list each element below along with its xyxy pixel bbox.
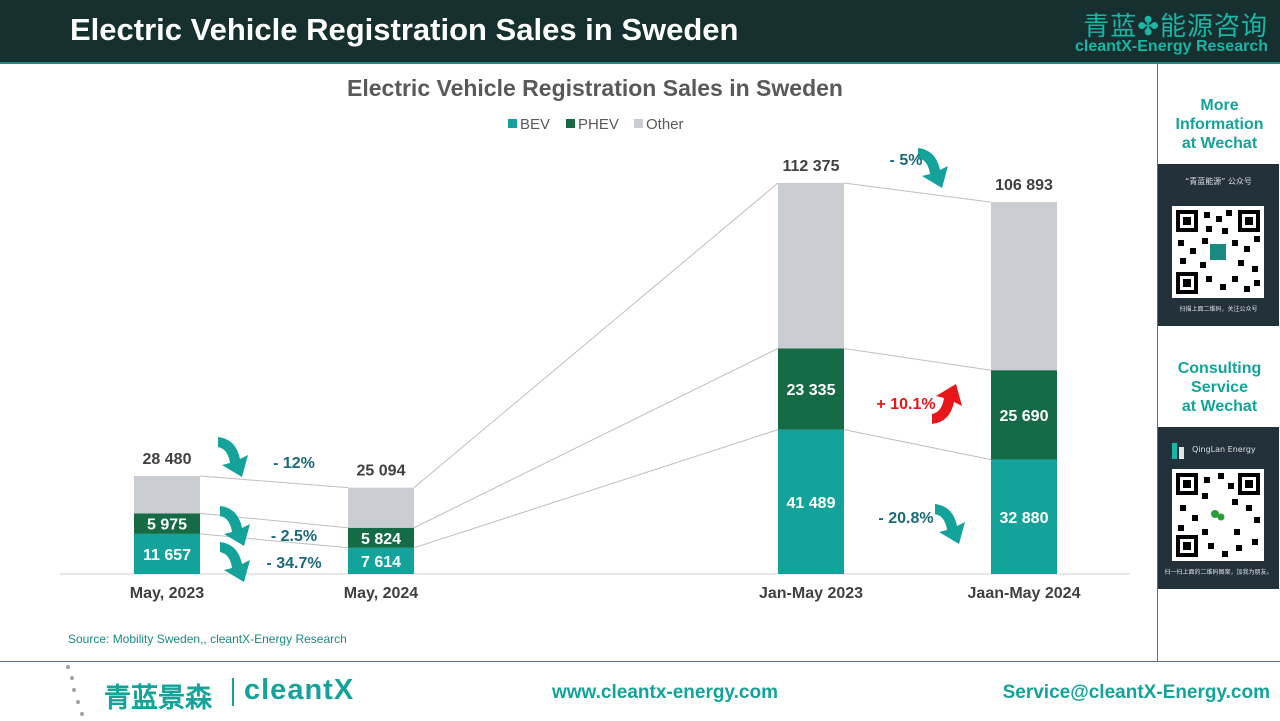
- legend-swatch-other: [634, 119, 643, 128]
- bar-bev: [778, 429, 844, 574]
- website-link[interactable]: www.cleantx-energy.com: [552, 682, 778, 703]
- data-label-phev: 25 690: [1000, 408, 1049, 425]
- change-label: - 34.7%: [266, 555, 321, 572]
- connector-line: [413, 182, 779, 489]
- chart-title: Electric Vehicle Registration Sales in S…: [347, 75, 843, 101]
- brand-logo-cn: 青蓝✤能源咨询: [1083, 12, 1268, 42]
- more-info-text: More Information at Wechat: [1175, 97, 1264, 152]
- bar-phev: [991, 370, 1057, 460]
- x-tick-label: Jaan-May 2024: [968, 585, 1081, 602]
- data-label-bev: 11 657: [143, 547, 191, 564]
- page-title: Electric Vehicle Registration Sales in S…: [70, 12, 739, 47]
- data-label-bev: 32 880: [1000, 510, 1049, 527]
- stacked-bar-chart: Electric Vehicle Registration Sales in S…: [60, 75, 1130, 602]
- x-tick-label: Jan-May 2023: [759, 585, 863, 602]
- total-label: 106 893: [995, 177, 1053, 194]
- total-label: 112 375: [783, 158, 840, 175]
- total-label: 25 094: [357, 463, 406, 480]
- qr-code-icon: [1172, 206, 1264, 298]
- change-label: + 10.1%: [876, 396, 935, 413]
- down-arrow-icon: [220, 506, 250, 546]
- footer-logo-cn: 青蓝景森: [104, 683, 212, 714]
- bar-other: [134, 476, 200, 514]
- connector-line: [199, 533, 349, 549]
- connector-line: [199, 475, 349, 489]
- connector-line: [843, 429, 992, 461]
- down-arrow-icon: [918, 148, 948, 188]
- legend-label-bev: BEV: [520, 116, 550, 133]
- data-label-bev: 7 614: [361, 554, 401, 571]
- bar-bev: [134, 533, 200, 574]
- up-arrow-icon: [932, 384, 962, 424]
- bar-phev: [778, 348, 844, 430]
- change-label: - 2.5%: [271, 528, 317, 545]
- change-label: - 12%: [273, 455, 315, 472]
- connector-line: [413, 348, 779, 529]
- data-label-phev: 5 975: [147, 517, 187, 534]
- footer-logo-divider: [232, 678, 234, 706]
- change-label: - 5%: [890, 152, 923, 169]
- chart-source: Source: Mobility Sweden,, cleantX-Energy…: [68, 632, 347, 646]
- qr-caption: “青蓝能源” 公众号: [1185, 177, 1252, 186]
- footer-logo-en: cleantX: [244, 674, 355, 706]
- bar-bev: [348, 547, 414, 574]
- email-link[interactable]: Service@cleantX-Energy.com: [1002, 682, 1270, 703]
- connector-line: [843, 182, 992, 203]
- down-arrow-icon: [935, 504, 965, 544]
- connector-line: [413, 429, 779, 549]
- bar-phev: [134, 513, 200, 534]
- bar-phev: [348, 527, 414, 548]
- wechat-qr-card[interactable]: “青蓝能源” 公众号 扫描上面二维码，关注公众号: [1158, 164, 1279, 326]
- x-tick-label: May, 2023: [130, 585, 205, 602]
- consulting-text: Consulting Service at Wechat: [1177, 360, 1262, 415]
- legend-swatch-phev: [566, 119, 575, 128]
- consulting-qr-card[interactable]: QingLan Energy 扫一扫上面的二维码图案，加我为朋友。: [1158, 427, 1279, 589]
- down-arrow-icon: [218, 437, 248, 477]
- data-label-bev: 41 489: [787, 495, 836, 512]
- qr-code-icon: [1172, 469, 1264, 561]
- legend-label-other: Other: [646, 116, 684, 133]
- qr-footer-text: 扫描上面二维码，关注公众号: [1179, 306, 1258, 313]
- bar-other: [348, 487, 414, 528]
- data-label-phev: 23 335: [787, 382, 836, 399]
- legend-label-phev: PHEV: [578, 116, 619, 133]
- x-tick-label: May, 2024: [344, 585, 419, 602]
- total-label: 28 480: [143, 451, 192, 468]
- down-arrow-icon: [220, 542, 250, 582]
- header-bar: Electric Vehicle Registration Sales in S…: [0, 0, 1280, 64]
- legend-swatch-bev: [508, 119, 517, 128]
- bar-other: [778, 183, 844, 349]
- bar-bev: [991, 459, 1057, 574]
- footer: 青蓝景森 cleantX www.cleantx-energy.com Serv…: [0, 661, 1280, 721]
- brand-logo-en: cleantX-Energy Research: [1075, 38, 1268, 55]
- qinglan-logo-icon: [1172, 443, 1184, 459]
- change-label: - 20.8%: [878, 510, 933, 527]
- qr2-footer-text: 扫一扫上面的二维码图案，加我为朋友。: [1164, 569, 1273, 576]
- connector-line: [843, 347, 992, 371]
- qr2-caption: QingLan Energy: [1192, 445, 1256, 454]
- bar-other: [991, 202, 1057, 371]
- data-label-phev: 5 824: [361, 531, 401, 548]
